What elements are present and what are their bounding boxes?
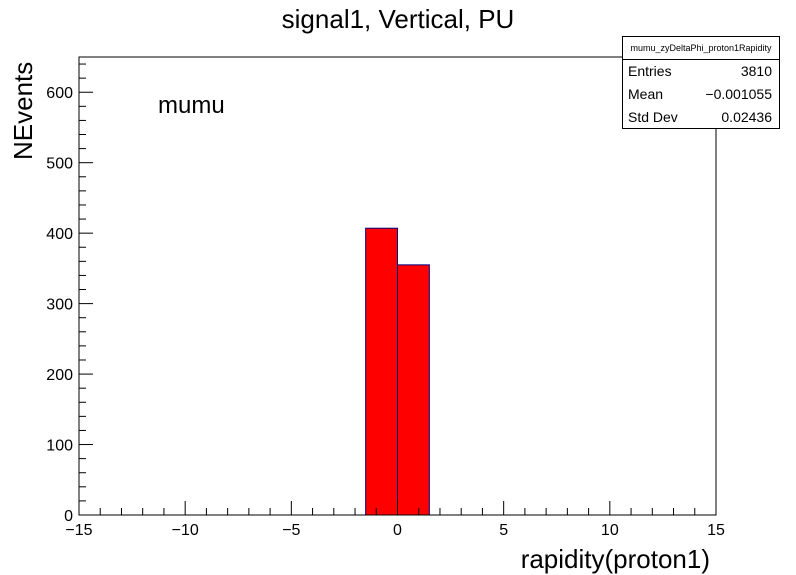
- stats-value: 0.02436: [721, 109, 772, 125]
- histogram-bar: [397, 264, 430, 516]
- stats-box: mumu_zyDeltaPhi_proton1Rapidity Entries …: [622, 36, 780, 129]
- y-tick-label: 400: [46, 226, 73, 243]
- stats-label: Std Dev: [628, 109, 678, 125]
- x-axis-label: rapidity(proton1): [520, 544, 710, 574]
- stats-row-stddev: Std Dev 0.02436: [623, 106, 779, 129]
- y-axis-label: NEvents: [8, 61, 38, 160]
- stats-row-mean: Mean −0.001055: [623, 83, 779, 106]
- channel-annotation: mumu: [158, 92, 225, 119]
- y-tick-label: 100: [46, 438, 73, 455]
- stats-value: −0.001055: [705, 86, 772, 102]
- stats-row-entries: Entries 3810: [623, 60, 779, 83]
- y-tick-label: 600: [46, 85, 73, 102]
- x-tick-label: 0: [393, 522, 402, 539]
- x-tick-label: 15: [707, 522, 725, 539]
- stats-label: Entries: [628, 63, 672, 79]
- y-tick-label: 200: [46, 367, 73, 384]
- histogram-bar: [365, 227, 398, 516]
- y-tick-label: 500: [46, 156, 73, 173]
- x-tick-label: −5: [282, 522, 300, 539]
- y-tick-label: 300: [46, 297, 73, 314]
- x-tick-label: 10: [601, 522, 619, 539]
- stats-label: Mean: [628, 86, 664, 102]
- x-tick-label: −10: [172, 522, 199, 539]
- stats-box-title: mumu_zyDeltaPhi_proton1Rapidity: [623, 37, 779, 60]
- x-tick-label: 5: [499, 522, 508, 539]
- chart-title: signal1, Vertical, PU: [281, 4, 515, 34]
- stats-value: 3810: [740, 63, 772, 79]
- x-tick-label: −15: [65, 522, 92, 539]
- y-tick-label: 0: [64, 508, 73, 525]
